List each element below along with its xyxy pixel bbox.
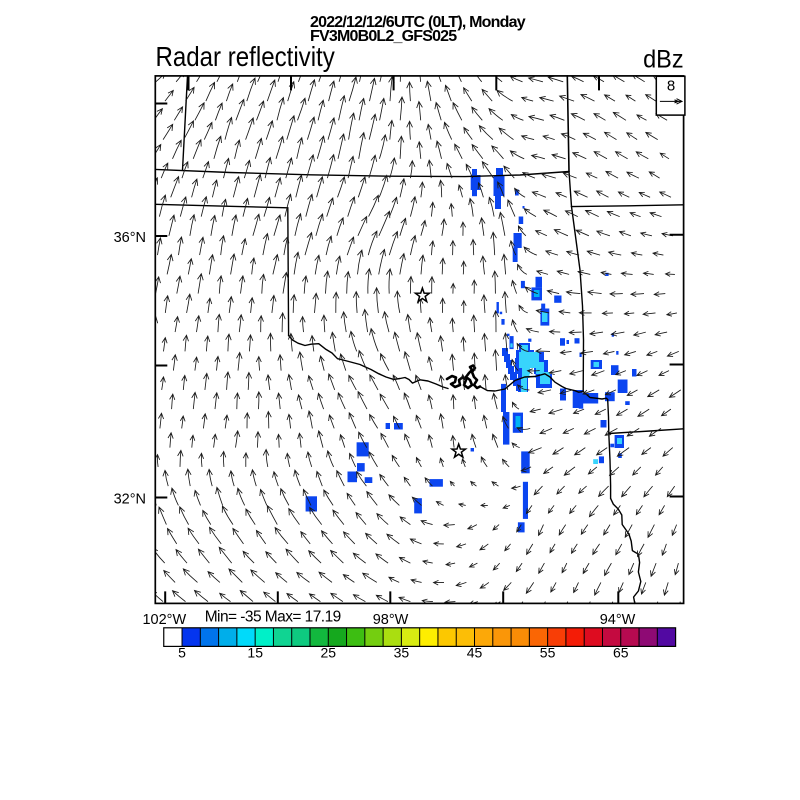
svg-text:55: 55 <box>540 645 556 661</box>
svg-text:102°W: 102°W <box>142 612 186 628</box>
svg-text:98°W: 98°W <box>373 612 409 628</box>
svg-text:35: 35 <box>394 645 410 661</box>
svg-text:8: 8 <box>667 78 675 95</box>
svg-text:32°N: 32°N <box>114 492 146 508</box>
svg-text:36°N: 36°N <box>114 230 146 246</box>
svg-text:2022/12/12/6UTC (0LT), Monday: 2022/12/12/6UTC (0LT), Monday <box>310 14 526 31</box>
svg-text:dBz: dBz <box>643 46 683 74</box>
svg-text:Min= -35 Max= 17.19: Min= -35 Max= 17.19 <box>205 609 341 626</box>
svg-text:5: 5 <box>178 645 186 661</box>
svg-text:Radar reflectivity: Radar reflectivity <box>156 40 335 72</box>
svg-text:15: 15 <box>247 645 263 661</box>
svg-text:65: 65 <box>613 645 629 661</box>
svg-text:FV3M0B0L2_GFS025: FV3M0B0L2_GFS025 <box>310 28 457 45</box>
svg-text:45: 45 <box>467 645 483 661</box>
svg-text:94°W: 94°W <box>600 612 636 628</box>
svg-text:25: 25 <box>321 645 337 661</box>
